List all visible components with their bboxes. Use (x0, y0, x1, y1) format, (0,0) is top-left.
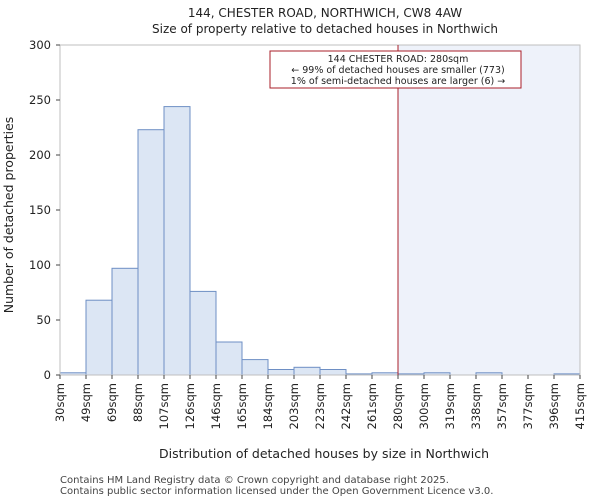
chart-title: 144, CHESTER ROAD, NORTHWICH, CW8 4AW (188, 6, 462, 20)
bar (319, 369, 347, 376)
y-tick-label: 200 (29, 148, 51, 162)
y-tick-label: 250 (29, 93, 51, 107)
x-tick-label: 126sqm (183, 383, 197, 429)
x-tick-label: 203sqm (287, 383, 301, 429)
y-tick-label: 50 (36, 313, 51, 327)
x-tick-label: 69sqm (105, 383, 119, 422)
bar (163, 106, 191, 376)
bar (293, 366, 321, 376)
larger-region-highlight (398, 45, 580, 375)
y-tick-label: 300 (29, 38, 51, 52)
x-axis-label: Distribution of detached houses by size … (159, 446, 489, 461)
annotation-line-1: 144 CHESTER ROAD: 280sqm (328, 54, 469, 65)
x-tick-label: 415sqm (573, 383, 587, 429)
annotation-box: 144 CHESTER ROAD: 280sqm ← 99% of detach… (269, 50, 522, 89)
x-tick-label: 30sqm (53, 383, 67, 422)
bar (137, 129, 165, 376)
x-tick-label: 88sqm (131, 383, 145, 422)
y-tick-label: 150 (29, 203, 51, 217)
x-tick-label: 280sqm (391, 383, 405, 429)
annotation-frame (269, 50, 522, 89)
x-tick-label: 357sqm (495, 383, 509, 429)
x-tick-label: 261sqm (365, 383, 379, 429)
bar (111, 267, 139, 376)
chart-subtitle: Size of property relative to detached ho… (152, 22, 498, 36)
y-axis-label: Number of detached properties (1, 117, 16, 314)
y-tick-label: 0 (44, 368, 51, 382)
footer-line-2: Contains public sector information licen… (60, 486, 493, 497)
x-tick-label: 223sqm (313, 383, 327, 429)
footer-line-1: Contains HM Land Registry data © Crown c… (60, 475, 449, 486)
bar (215, 341, 243, 376)
x-tick-label: 107sqm (157, 383, 171, 429)
bars (59, 106, 581, 376)
x-tick-label: 242sqm (339, 383, 353, 429)
x-tick-label: 396sqm (547, 383, 561, 429)
bar (267, 369, 295, 376)
annotation-line-2: ← 99% of detached houses are smaller (77… (291, 65, 504, 76)
x-tick-label: 300sqm (417, 383, 431, 429)
bar (241, 359, 269, 376)
x-tick-label: 377sqm (521, 383, 535, 429)
x-tick-label: 146sqm (209, 383, 223, 429)
bar (85, 299, 113, 376)
x-tick-label: 338sqm (469, 383, 483, 429)
x-tick-label: 49sqm (79, 383, 93, 422)
y-axis-ticks: 0 50 100 150 200 250 300 (29, 38, 60, 382)
x-tick-label: 319sqm (443, 383, 457, 429)
bar (189, 290, 217, 376)
annotation-line-3: 1% of semi-detached houses are larger (6… (291, 76, 505, 87)
x-tick-label: 184sqm (261, 383, 275, 429)
y-tick-label: 100 (29, 258, 51, 272)
x-axis-ticks: 30sqm 49sqm 69sqm 88sqm 107sqm 126sqm 146sqm 16… (53, 375, 587, 429)
x-tick-label: 165sqm (235, 383, 249, 429)
